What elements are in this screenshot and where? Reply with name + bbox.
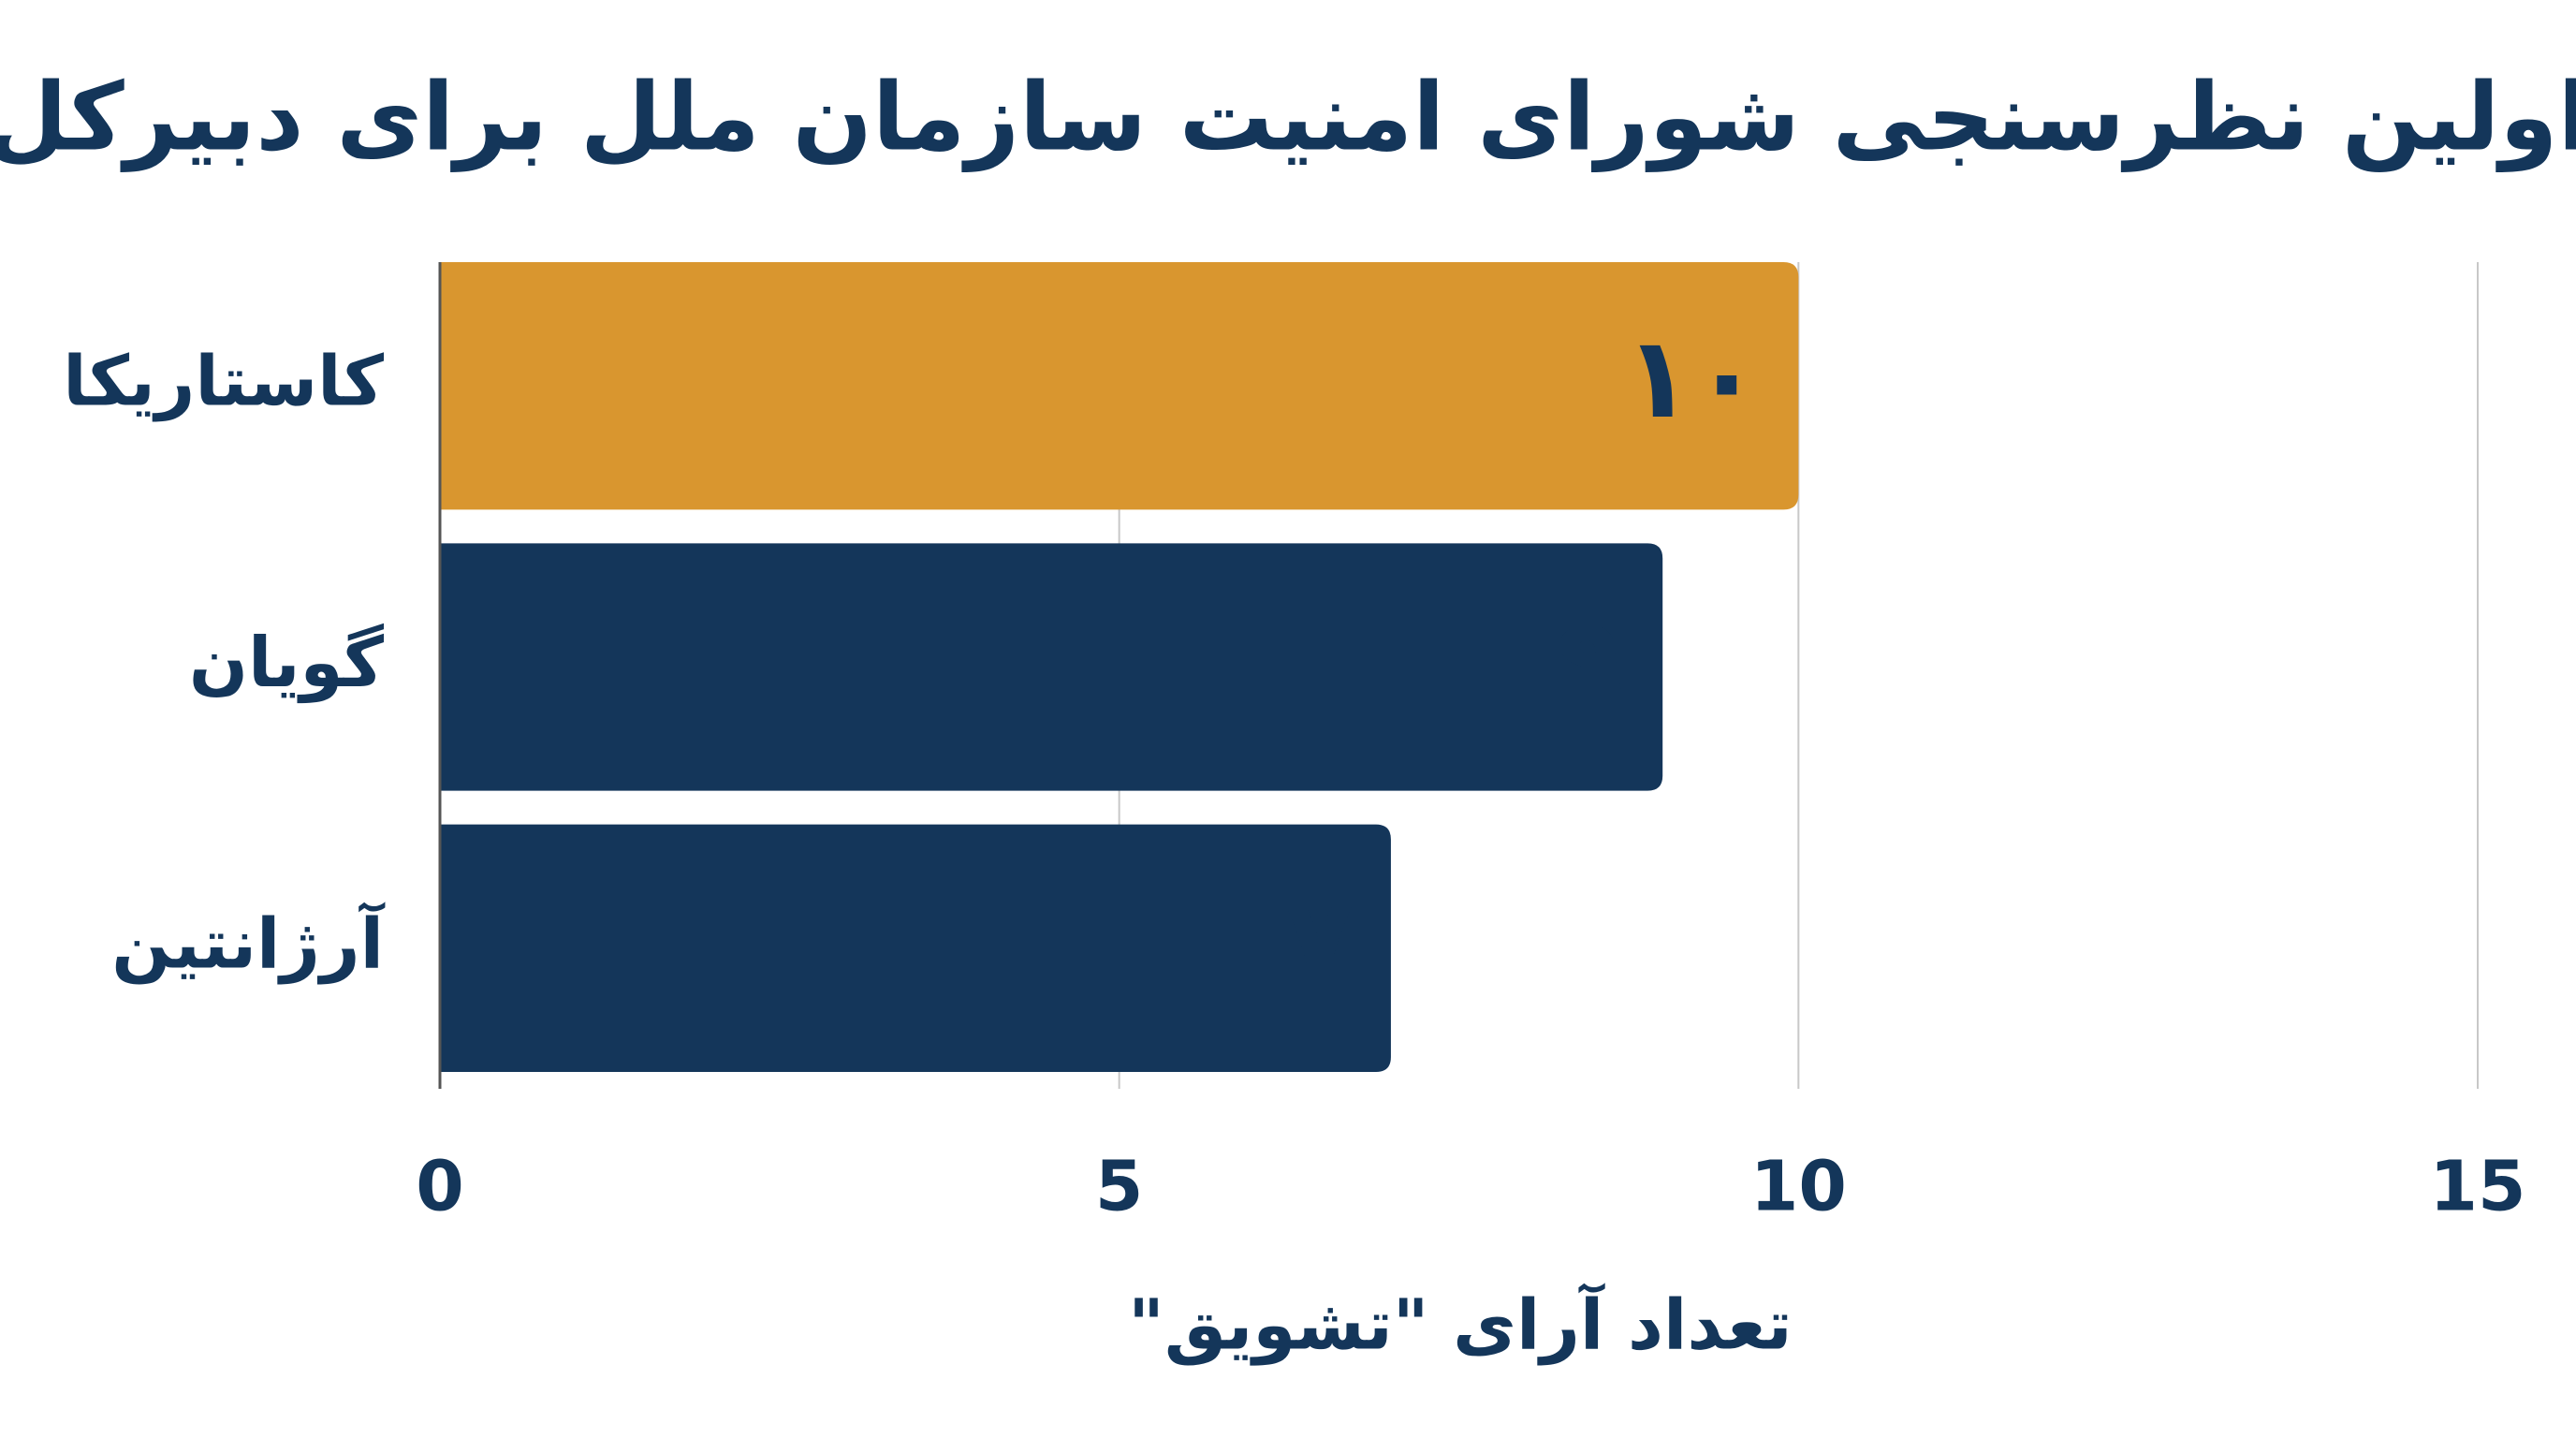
bar <box>440 824 1391 1072</box>
x-tick-label: 0 <box>416 1147 464 1227</box>
x-axis-title: تعداد آرای "تشویق" <box>1128 1283 1792 1367</box>
value-label: ۱۰ <box>1624 314 1761 444</box>
bar <box>440 262 1799 510</box>
y-tick-label: آرژانتین <box>111 901 385 984</box>
y-tick-label: گویان <box>189 623 385 704</box>
chart-title: اولین نظرسنجی شورای امنیت سازمان ملل برا… <box>0 62 2576 172</box>
value-label: ۹ <box>1557 594 1625 725</box>
x-tick-label: 10 <box>1750 1147 1847 1227</box>
bar <box>440 543 1663 791</box>
y-tick-label: کاستاریکا <box>63 342 385 422</box>
x-tick-label: 15 <box>2430 1147 2526 1227</box>
x-tick-label: 5 <box>1095 1147 1144 1227</box>
value-label: ۷ <box>1285 876 1354 1006</box>
